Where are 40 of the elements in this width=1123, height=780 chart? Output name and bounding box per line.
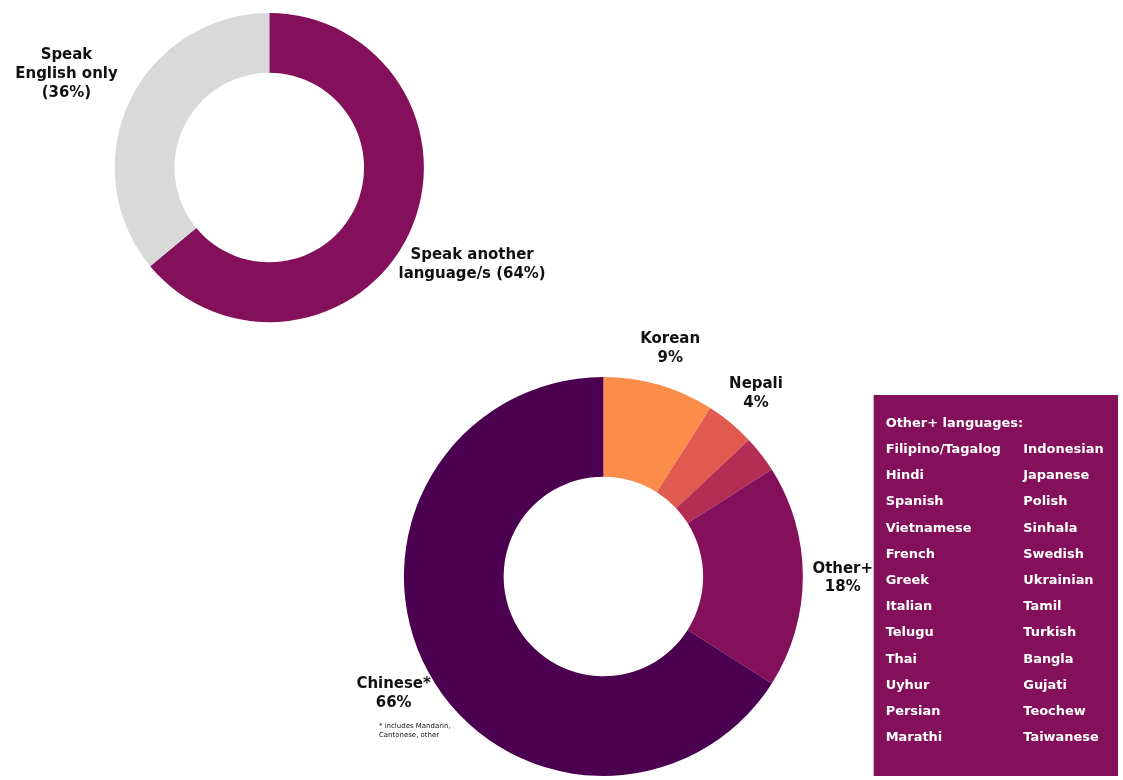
text: Thai xyxy=(885,650,917,666)
text: Hindi xyxy=(885,467,924,483)
text: Taiwanese xyxy=(1023,729,1100,745)
slice-label: Chinese* xyxy=(356,673,432,692)
data-label: 66% xyxy=(375,692,412,711)
text: Japanese xyxy=(1022,467,1090,483)
text: Bangla xyxy=(1023,650,1074,666)
text: Swedish xyxy=(1023,545,1084,561)
text: Tamil xyxy=(1023,598,1062,614)
donut-slice xyxy=(687,469,803,684)
donut-slice xyxy=(656,408,749,509)
data-label: 18% xyxy=(824,577,861,596)
text: Marathi xyxy=(885,729,943,745)
text: French xyxy=(885,545,935,561)
slice-label: Korean xyxy=(640,328,701,347)
text: Teochew xyxy=(1023,703,1086,719)
text: Greek xyxy=(885,571,930,587)
donut-slice xyxy=(676,439,772,524)
text: Polish xyxy=(1023,493,1068,509)
text: Vietnamese xyxy=(885,519,972,535)
data-label: 4% xyxy=(743,393,769,412)
text: Telugu xyxy=(885,624,934,640)
text: Spanish xyxy=(885,493,944,509)
data-label: 9% xyxy=(657,347,683,366)
slice-label: Speak English only xyxy=(15,45,118,83)
slice-label: Nepali xyxy=(729,374,783,393)
text: Indonesian xyxy=(1023,440,1104,456)
slice-label: Other+ xyxy=(812,558,874,577)
text: Uyhur xyxy=(885,676,931,692)
text: Persian xyxy=(885,703,941,719)
donut-slice xyxy=(603,377,711,493)
text: Italian xyxy=(885,598,933,614)
data-label: (36%) xyxy=(41,83,92,102)
text: Other+ languages: xyxy=(885,414,1024,430)
text: Turkish xyxy=(1023,624,1077,640)
text: Ukrainian xyxy=(1023,571,1094,587)
text: Filipino/Tagalog xyxy=(885,440,1001,456)
text: Gujati xyxy=(1023,676,1067,692)
slice-label: Speak another language/s (64%) xyxy=(398,245,546,282)
text: Sinhala xyxy=(1023,519,1078,535)
